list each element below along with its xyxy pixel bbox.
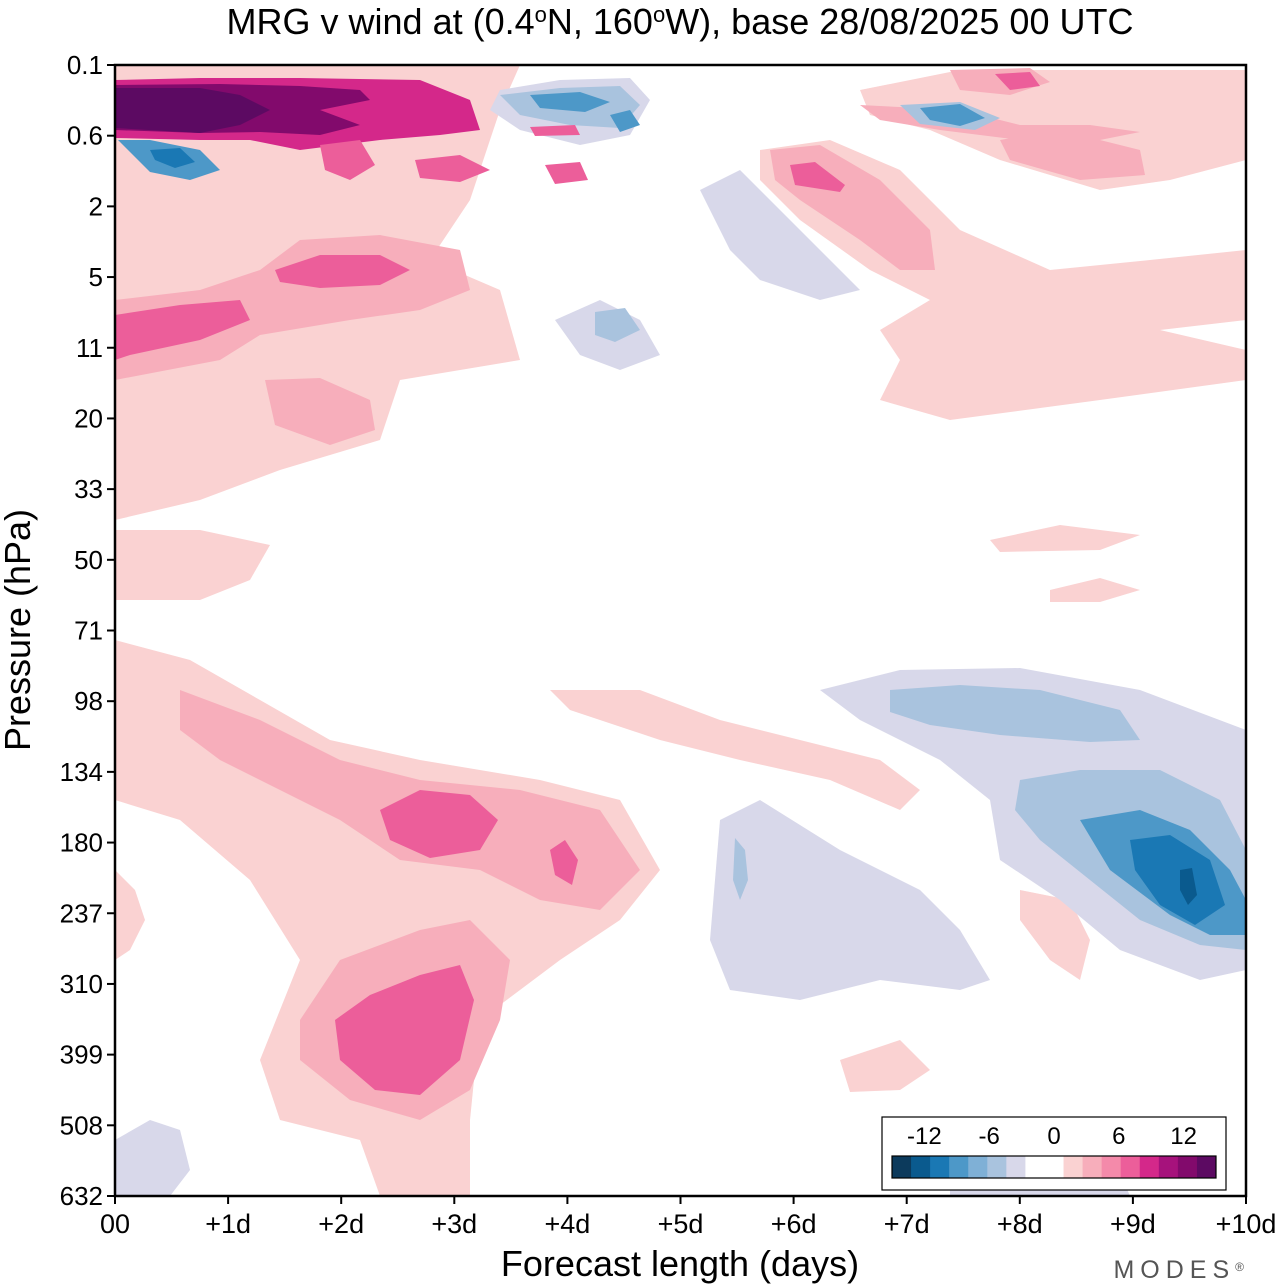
- colorbar-cell: [1044, 1156, 1065, 1178]
- y-tick-label: 237: [60, 898, 103, 928]
- y-tick-label: 71: [74, 616, 103, 646]
- colorbar-label: 6: [1112, 1123, 1125, 1150]
- y-tick-label: 33: [74, 474, 103, 504]
- contour-pos-jet-lobe-b: [415, 155, 490, 182]
- contour-pos-3-upper-right: [790, 162, 845, 192]
- colorbar-cell: [1063, 1156, 1084, 1178]
- modes-logo: MODES®: [1113, 1256, 1250, 1284]
- y-tick-label: 50: [74, 545, 103, 575]
- contour-pos-jet-lobe-a: [320, 140, 375, 180]
- contour-pos-1-right-lobe: [1020, 890, 1090, 980]
- contour-pos-2-mid: [265, 378, 375, 445]
- colorbar-cell: [1139, 1156, 1160, 1178]
- colorbar-cell: [892, 1156, 912, 1178]
- colorbar-cell: [968, 1156, 988, 1178]
- x-tick-label: +8d: [997, 1209, 1043, 1239]
- colorbar-cell: [1101, 1156, 1122, 1178]
- y-tick-label: 0.6: [67, 121, 103, 151]
- y-tick-label: 399: [60, 1040, 103, 1070]
- colorbar-cell: [1177, 1156, 1198, 1178]
- y-tick-label: 134: [60, 757, 103, 787]
- x-tick-label: +7d: [884, 1209, 930, 1239]
- contour-neg-2-midright: [733, 838, 748, 900]
- y-tick-label: 632: [60, 1181, 103, 1211]
- colorbar-label: -12: [907, 1123, 942, 1150]
- contour-pos-jet-lobe-c: [545, 162, 588, 184]
- colorbar-label: 0: [1047, 1123, 1060, 1150]
- contour-pos-3-5hPa: [275, 255, 410, 288]
- contour-neg-1-midright: [710, 800, 990, 1000]
- colorbar-cell: [1025, 1156, 1045, 1178]
- y-tick-label: 5: [89, 262, 103, 292]
- contour-neg-2-right: [890, 685, 1140, 742]
- x-tick-label: +2d: [318, 1209, 364, 1239]
- x-tick-label: +6d: [771, 1209, 817, 1239]
- colorbar-cell: [1120, 1156, 1141, 1178]
- contour-fields: [115, 65, 1246, 1196]
- contour-pos-3-upper: [115, 300, 250, 360]
- contour-neg-3-upper-left-core: [150, 148, 195, 168]
- x-tick-label: +4d: [544, 1209, 590, 1239]
- contour-pos-jet-lobe-d: [530, 125, 580, 136]
- x-axis-label: Forecast length (days): [501, 1243, 859, 1284]
- x-axis: 00 +1d +2d +3d +4d +5d +6d +7d +8d +9d +10d: [100, 1196, 1276, 1239]
- colorbar-outline: [891, 1155, 1217, 1179]
- colorbar-cell: [1158, 1156, 1179, 1178]
- colorbar-label: 12: [1170, 1123, 1197, 1150]
- y-tick-label: 508: [60, 1110, 103, 1140]
- contour-pos-jet-core: [115, 88, 270, 133]
- chart-title: MRG v wind at (0.4oN, 160oW), base 28/08…: [227, 1, 1134, 42]
- contour-pos-1-lower: [115, 640, 660, 1196]
- y-axis: 0.1 0.6 2 5 11 20 33 50 71 98 134 180 237 310 399 508 63…: [60, 50, 115, 1211]
- colorbar-cells: [891, 1155, 1217, 1179]
- y-tick-label: 98: [74, 686, 103, 716]
- x-tick-label: +3d: [431, 1209, 477, 1239]
- x-tick-label: 00: [100, 1209, 130, 1239]
- contour-neg-3-upper-mid: [530, 92, 610, 112]
- y-tick-label: 2: [89, 191, 103, 221]
- y-tick-label: 180: [60, 828, 103, 858]
- y-axis-label: Pressure (hPa): [0, 509, 38, 751]
- colorbar-cell: [911, 1156, 931, 1178]
- colorbar-labels: -12 -6 0 6 12: [907, 1123, 1197, 1150]
- contour-pos-1-band-b: [990, 525, 1140, 552]
- contour-neg-1-upper-mid: [700, 170, 860, 300]
- contour-neg-3-core: [1130, 835, 1225, 925]
- colorbar-cell: [987, 1156, 1007, 1178]
- contour-neg-3-upper-mid-b: [610, 110, 640, 132]
- contour-pos-3-bottom: [335, 965, 474, 1095]
- colorbar-cell: [949, 1156, 969, 1178]
- x-tick-label: +9d: [1110, 1209, 1156, 1239]
- contour-pos-3-lower: [380, 790, 498, 858]
- y-tick-label: 310: [60, 969, 103, 999]
- contour-pos-1-band-a: [115, 530, 270, 600]
- colorbar-cell: [930, 1156, 950, 1178]
- contour-pos-1-midright: [550, 690, 920, 810]
- colorbar-cell: [1006, 1156, 1026, 1178]
- contour-neg-1-bottom-left: [115, 1120, 190, 1196]
- y-tick-label: 0.1: [67, 50, 103, 80]
- x-tick-label: +1d: [205, 1209, 251, 1239]
- contour-neg-3-topright: [920, 104, 985, 126]
- contour-neg-3-core-inner: [1180, 868, 1197, 905]
- contour-pos-1-right-bottom: [840, 1040, 930, 1092]
- colorbar: -12 -6 0 6 12: [881, 1116, 1227, 1191]
- contour-neg-2-upper-b: [595, 308, 640, 342]
- contour-pos-3-topright: [995, 72, 1040, 90]
- contour-pos-2-right-band: [1000, 130, 1145, 180]
- colorbar-cell: [1196, 1156, 1217, 1178]
- x-tick-label: +10d: [1216, 1209, 1277, 1239]
- colorbar-cell: [1082, 1156, 1103, 1178]
- y-tick-label: 11: [76, 333, 103, 363]
- contour-pos-3-lower-b: [550, 840, 578, 885]
- contour-pos-1-band-c: [1050, 578, 1140, 602]
- x-tick-label: +5d: [658, 1209, 704, 1239]
- contour-pos-1-left-mid: [115, 870, 145, 960]
- y-tick-label: 20: [74, 403, 103, 433]
- colorbar-label: -6: [979, 1123, 1000, 1150]
